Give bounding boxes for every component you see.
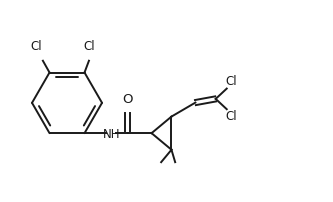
Text: Cl: Cl [84,40,95,53]
Text: O: O [123,93,133,106]
Text: Cl: Cl [31,40,42,53]
Text: NH: NH [103,128,121,141]
Text: Cl: Cl [226,75,237,88]
Text: Cl: Cl [226,110,237,123]
